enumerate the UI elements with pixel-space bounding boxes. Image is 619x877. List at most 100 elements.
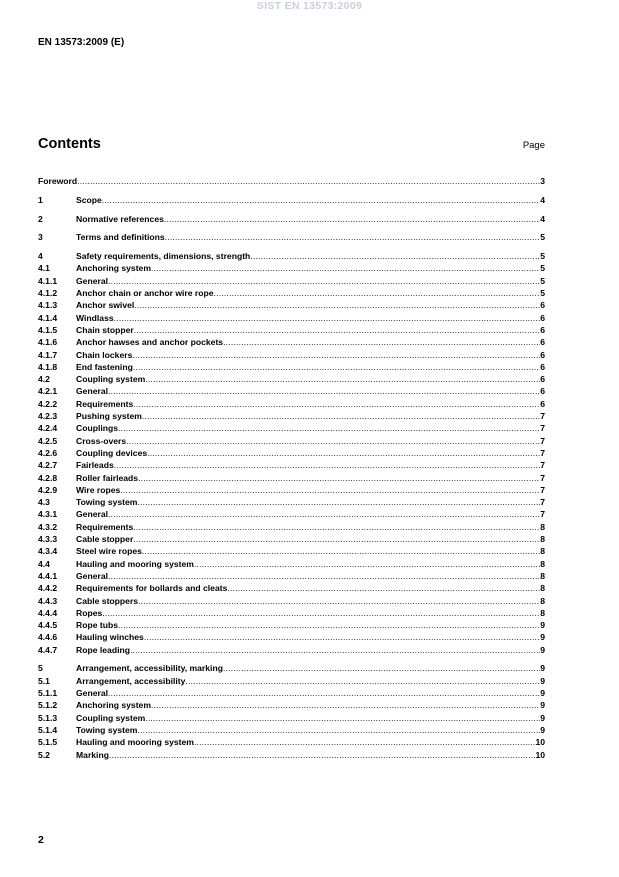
toc-entry[interactable]: 4.4.4 Ropes 8 bbox=[38, 607, 545, 619]
toc-entry[interactable]: 4.1.1 General 5 bbox=[38, 275, 545, 287]
toc-entry[interactable]: 4.1.4 Windlass 6 bbox=[38, 312, 545, 324]
toc-entry-title: Coupling system bbox=[76, 712, 146, 723]
toc-entry-page: 7 bbox=[540, 423, 545, 434]
toc-entry-number: 4.4.5 bbox=[38, 620, 58, 631]
toc-entry-page: 5 bbox=[540, 232, 545, 243]
toc-entry[interactable]: 4.3 Towing system 7 bbox=[38, 496, 545, 508]
toc-entry[interactable]: 5.1.3 Coupling system 9 bbox=[38, 712, 545, 724]
toc-entry[interactable]: 1 Scope 4 bbox=[38, 194, 545, 206]
toc-entry-page: 9 bbox=[540, 663, 545, 674]
toc-entry-page: 8 bbox=[540, 558, 545, 569]
toc-entry[interactable]: 4.2.3 Pushing system 7 bbox=[38, 410, 545, 422]
toc-entry-number: 4.2.4 bbox=[38, 423, 58, 434]
toc-entry[interactable]: 4.3.3 Cable stopper 8 bbox=[38, 533, 545, 545]
toc-leader-dots bbox=[114, 312, 541, 324]
toc-entry-page: 6 bbox=[540, 361, 545, 372]
toc-leader-dots bbox=[114, 459, 540, 471]
toc-leader-dots bbox=[194, 736, 535, 748]
toc-entry-title: Ropes bbox=[76, 607, 103, 618]
toc-entry-number: 4.2.1 bbox=[38, 386, 58, 397]
toc-entry[interactable]: 5.1.2 Anchoring system 9 bbox=[38, 699, 545, 711]
toc-entry[interactable]: 4.2.5 Cross-overs 7 bbox=[38, 435, 545, 447]
toc-entry-page: 8 bbox=[540, 521, 545, 532]
toc-entry-number: 4.4.7 bbox=[38, 644, 58, 655]
toc-entry[interactable]: 4.2.7 Fairleads 7 bbox=[38, 459, 545, 471]
toc-entry[interactable]: 4.4 Hauling and mooring system 8 bbox=[38, 558, 545, 570]
toc-entry[interactable]: 4.3.1 General 7 bbox=[38, 508, 545, 520]
toc-entry[interactable]: 5 Arrangement, accessibility, marking 9 bbox=[38, 662, 545, 674]
toc-entry[interactable]: 5.1 Arrangement, accessibility 9 bbox=[38, 675, 545, 687]
toc-leader-dots bbox=[77, 175, 540, 187]
toc-entry[interactable]: 4.3.2 Requirements 8 bbox=[38, 521, 545, 533]
toc-entry-page: 10 bbox=[535, 737, 545, 748]
toc-entry[interactable]: 5.1.1 General 9 bbox=[38, 687, 545, 699]
toc-entry-title: Steel wire ropes bbox=[76, 546, 142, 557]
toc-entry[interactable]: 4.1.8 End fastening 6 bbox=[38, 361, 545, 373]
toc-entry[interactable]: 4.1.5 Chain stopper 6 bbox=[38, 324, 545, 336]
toc-entry-page: 7 bbox=[540, 435, 545, 446]
toc-entry[interactable]: 4.2 Coupling system 6 bbox=[38, 373, 545, 385]
toc-entry[interactable]: 4.2.8 Roller fairleads 7 bbox=[38, 472, 545, 484]
toc-entry[interactable]: 4 Safety requirements, dimensions, streng… bbox=[38, 250, 545, 262]
toc-entry-number: 4 bbox=[38, 251, 43, 262]
toc-entry[interactable]: 4.2.9 Wire ropes 7 bbox=[38, 484, 545, 496]
toc-entry[interactable]: 5.1.4 Towing system 9 bbox=[38, 724, 545, 736]
toc-entry[interactable]: 5.2 Marking 10 bbox=[38, 749, 545, 761]
toc-entry-number: 4.1.8 bbox=[38, 361, 58, 372]
toc-entry-number: 4.1.5 bbox=[38, 324, 58, 335]
toc-entry[interactable]: 4.2.6 Coupling devices 7 bbox=[38, 447, 545, 459]
toc-entry[interactable]: 2 Normative references 4 bbox=[38, 213, 545, 225]
toc-entry[interactable]: 4.4.7 Rope leading 9 bbox=[38, 644, 545, 656]
toc-entry[interactable]: 3 Terms and definitions 5 bbox=[38, 231, 545, 243]
toc-leader-dots bbox=[138, 472, 540, 484]
toc-entry[interactable]: 4.3.4 Steel wire ropes 8 bbox=[38, 545, 545, 557]
toc-leader-dots bbox=[145, 712, 540, 724]
toc-leader-dots bbox=[214, 287, 541, 299]
toc-entry[interactable]: 4.4.2 Requirements for bollards and cleat… bbox=[38, 582, 545, 594]
toc-entry[interactable]: 4.4.5 Rope tubs 9 bbox=[38, 619, 545, 631]
toc-leader-dots bbox=[138, 595, 540, 607]
toc-entry-title: Anchor hawses and anchor pockets bbox=[76, 337, 224, 348]
toc-entry[interactable]: 4.4.3 Cable stoppers 8 bbox=[38, 595, 545, 607]
toc-entry-number: 4.4.1 bbox=[38, 570, 58, 581]
toc-entry-page: 7 bbox=[540, 460, 545, 471]
document-header: EN 13573:2009 (E) bbox=[38, 37, 125, 48]
toc-entry[interactable]: 4.4.1 General 8 bbox=[38, 570, 545, 582]
toc-leader-dots bbox=[147, 447, 540, 459]
toc-entry-number: 4.2.3 bbox=[38, 411, 58, 422]
toc-leader-dots bbox=[132, 349, 540, 361]
toc-entry-title: General bbox=[76, 509, 109, 520]
toc-leader-dots bbox=[134, 324, 540, 336]
toc-entry-title: Marking bbox=[76, 749, 109, 760]
toc-entry-title: Hauling and mooring system bbox=[76, 737, 194, 748]
toc-entry[interactable]: 4.2.2 Requirements 6 bbox=[38, 398, 545, 410]
toc-entry[interactable]: 4.1.3 Anchor swivel 6 bbox=[38, 299, 545, 311]
toc-entry-number: 1 bbox=[38, 194, 43, 205]
toc-entry[interactable]: 4.2.1 General 6 bbox=[38, 385, 545, 397]
toc-entry[interactable]: 4.1 Anchoring system 5 bbox=[38, 262, 545, 274]
toc-entry-title: Anchoring system bbox=[76, 263, 151, 274]
toc-entry-number: 4.4.2 bbox=[38, 583, 58, 594]
toc-entry-number: 5.1.4 bbox=[38, 724, 58, 735]
toc-leader-dots bbox=[151, 699, 540, 711]
toc-entry-page: 5 bbox=[540, 251, 545, 262]
toc-entry-page: 7 bbox=[540, 509, 545, 520]
toc-entry-page: 6 bbox=[540, 337, 545, 348]
toc-entry[interactable]: 4.4.6 Hauling winches 9 bbox=[38, 631, 545, 643]
toc-entry[interactable]: 4.1.7 Chain lockers 6 bbox=[38, 349, 545, 361]
toc-entry-number: 4.2.6 bbox=[38, 447, 58, 458]
toc-entry[interactable]: 4.1.2 Anchor chain or anchor wire rope 5 bbox=[38, 287, 545, 299]
toc-entry-page: 8 bbox=[540, 570, 545, 581]
toc-entry-page: 6 bbox=[540, 374, 545, 385]
toc-entry-page: 9 bbox=[540, 620, 545, 631]
toc-entry-title: General bbox=[76, 688, 109, 699]
toc-entry[interactable]: 4.2.4 Couplings 7 bbox=[38, 422, 545, 434]
toc-entry[interactable]: Foreword 3 bbox=[38, 175, 545, 187]
toc-entry-title: Requirements bbox=[76, 398, 134, 409]
toc-entry-title: Arrangement, accessibility, marking bbox=[76, 663, 223, 674]
toc-entry[interactable]: 4.1.6 Anchor hawses and anchor pockets 6 bbox=[38, 336, 545, 348]
toc-leader-dots bbox=[108, 687, 540, 699]
toc-entry-title: Chain lockers bbox=[76, 349, 133, 360]
toc-entry[interactable]: 5.1.5 Hauling and mooring system 10 bbox=[38, 736, 545, 748]
